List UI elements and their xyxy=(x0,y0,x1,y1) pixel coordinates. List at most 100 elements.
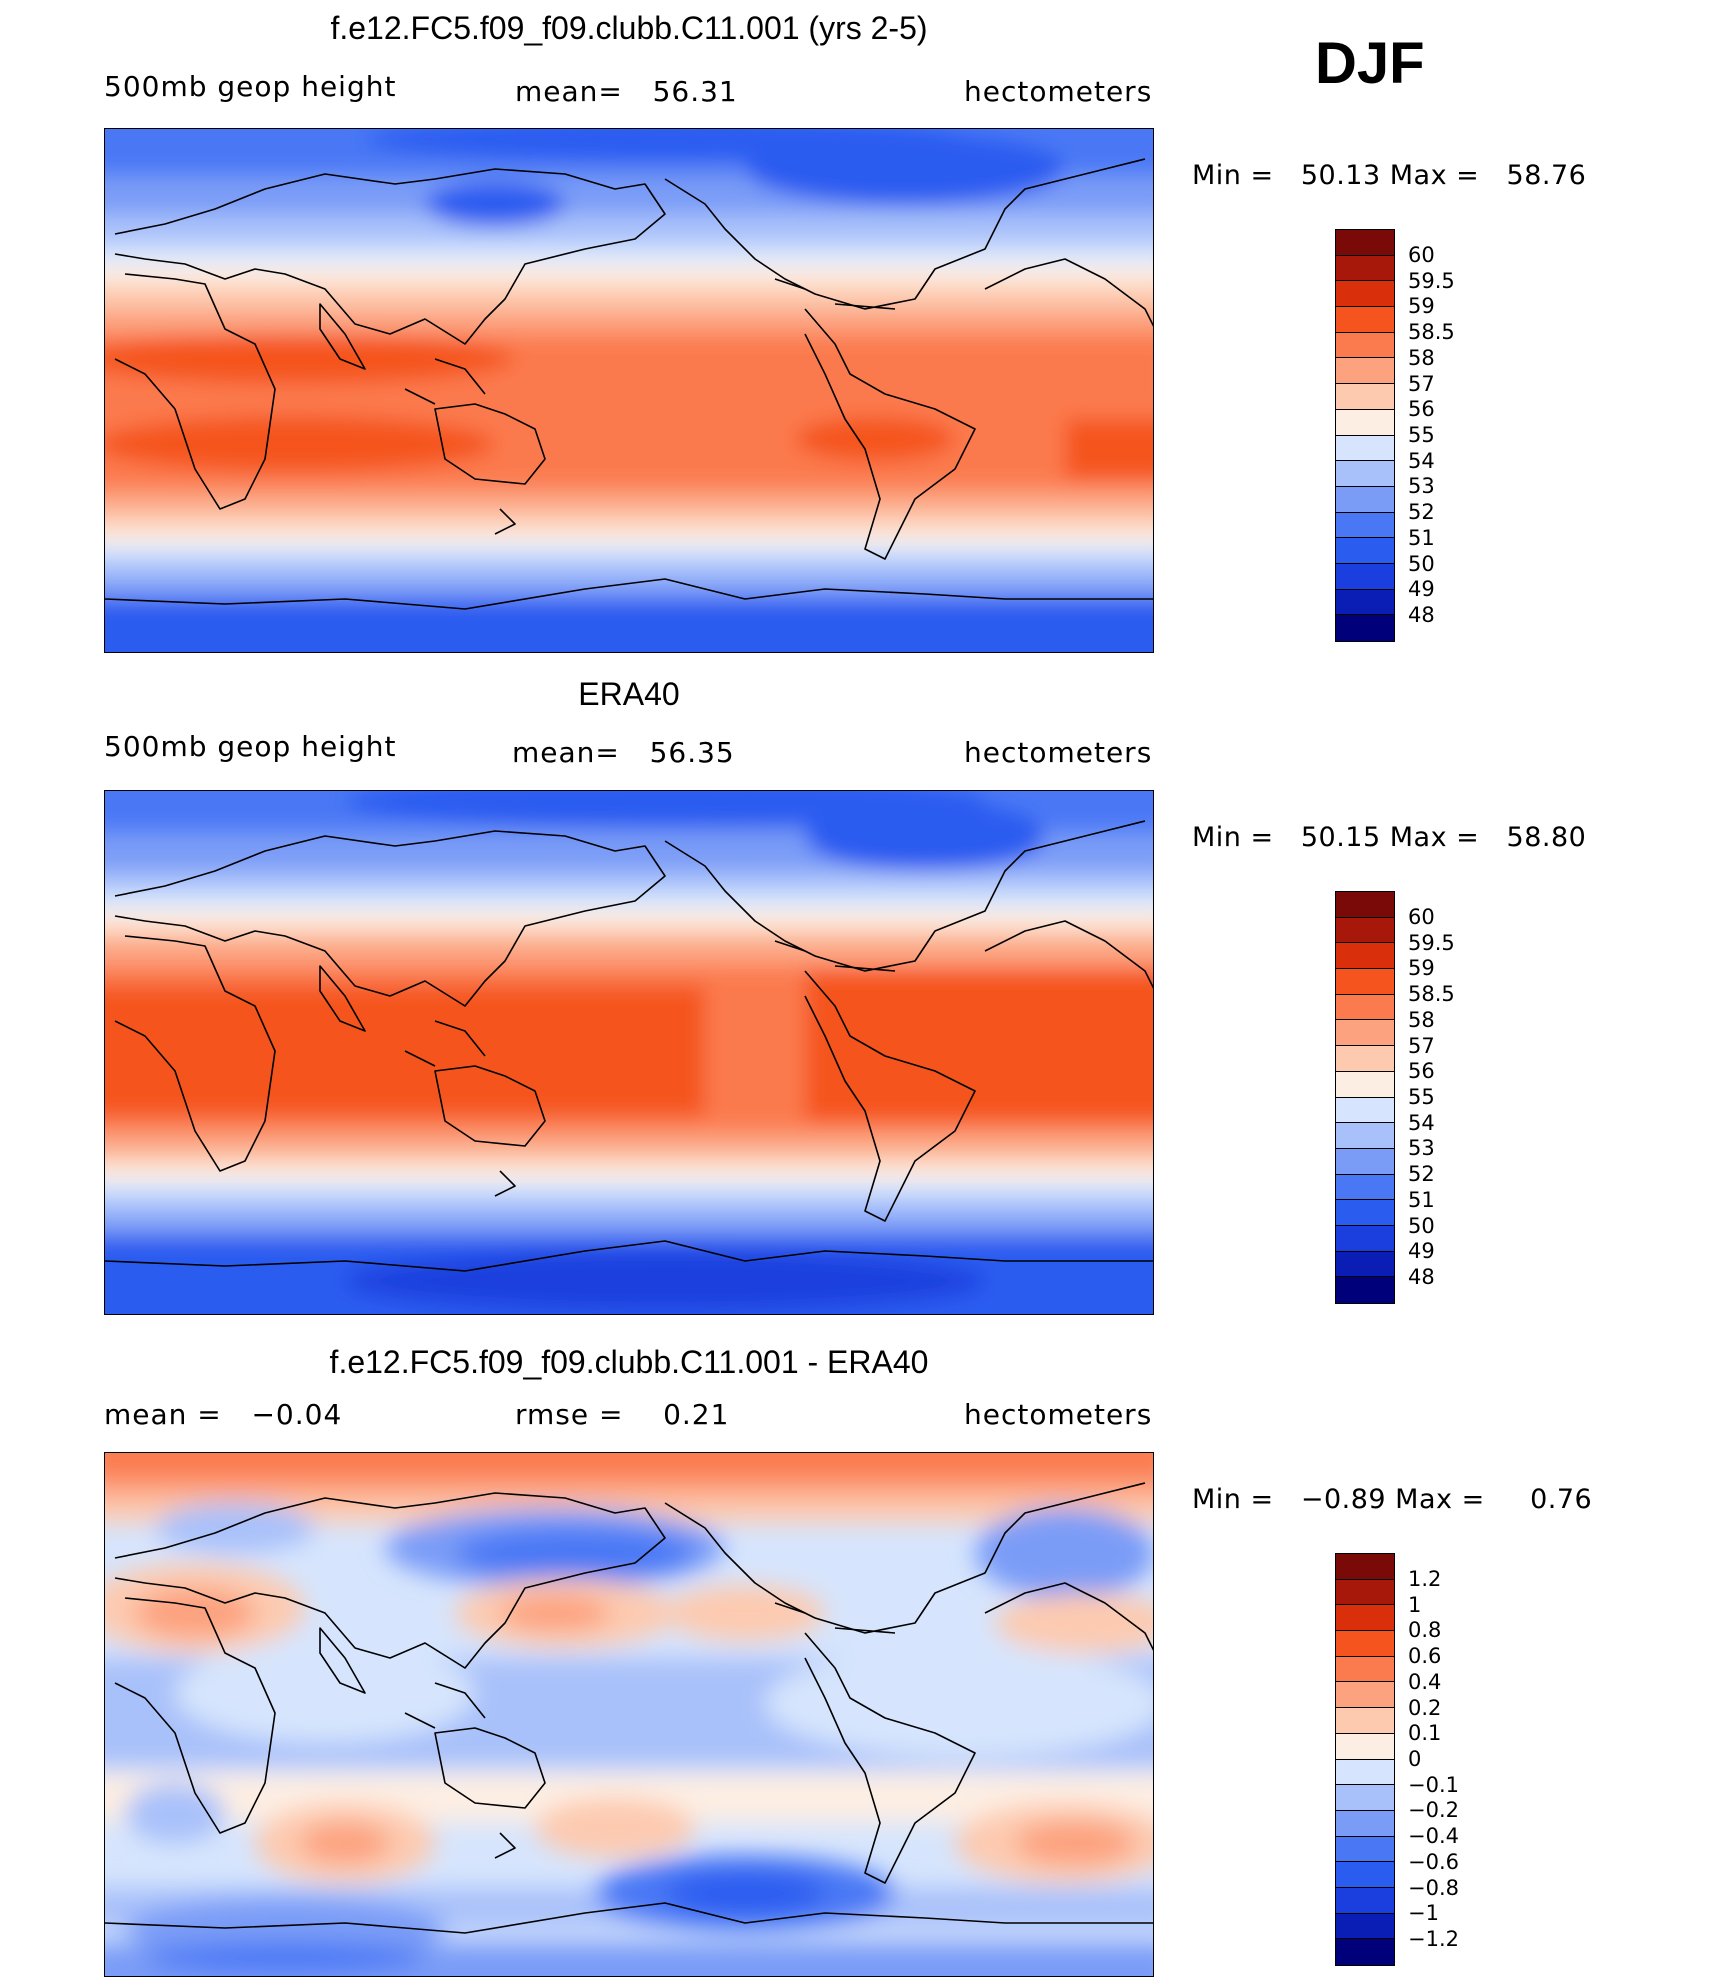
panel3-colorbar-swatch xyxy=(1336,1605,1394,1632)
panel2-colorbar-label: 51 xyxy=(1408,1188,1435,1212)
panel1-colorbar-swatch xyxy=(1336,332,1394,359)
panel2-colorbar-label: 59 xyxy=(1408,956,1435,980)
panel2-units-label: hectometers xyxy=(964,736,1153,769)
panel1-colorbar-label: 48 xyxy=(1408,603,1435,627)
panel1-colorbar-label: 59.5 xyxy=(1408,269,1455,293)
panel1-colorbar-swatch xyxy=(1336,589,1394,616)
panel3-mean-label: mean = −0.04 xyxy=(104,1398,343,1431)
panel2-colorbar-swatch xyxy=(1336,1046,1394,1072)
panel1-colorbar-swatch xyxy=(1336,307,1394,333)
panel3-colorbar-swatch xyxy=(1336,1733,1394,1760)
panel2-colorbar-swatch xyxy=(1336,1251,1394,1278)
panel3-colorbar-swatch xyxy=(1336,1759,1394,1786)
panel2-colorbar-swatch xyxy=(1336,1277,1394,1303)
panel3-colorbar-label: −0.4 xyxy=(1408,1824,1459,1848)
panel1-colorbar-label: 53 xyxy=(1408,474,1435,498)
panel3-coastlines xyxy=(105,1482,1153,1934)
panel3-units-label: hectometers xyxy=(964,1398,1153,1431)
panel1-colorbar-swatch xyxy=(1336,563,1394,590)
panel2-colorbar-swatch xyxy=(1336,1123,1394,1149)
panel2-colorbar-label: 54 xyxy=(1408,1111,1435,1135)
panel1-colorbar-label: 49 xyxy=(1408,577,1435,601)
panel2-colorbar-swatch xyxy=(1336,892,1394,918)
panel1-colorbar-label: 55 xyxy=(1408,423,1435,447)
panel1-colorbar-swatch xyxy=(1336,615,1394,641)
panel1-colorbar-swatch xyxy=(1336,255,1394,282)
panel2-colorbar-swatch xyxy=(1336,1097,1394,1124)
season-label: DJF xyxy=(1315,31,1425,96)
panel2-colorbar-label: 59.5 xyxy=(1408,931,1455,955)
panel2-colorbar-label: 57 xyxy=(1408,1034,1435,1058)
panel2-colorbar-swatch xyxy=(1336,994,1394,1021)
panel2-colorbar xyxy=(1335,891,1395,1304)
panel2-colorbar-swatch xyxy=(1336,1225,1394,1252)
panel2-colorbar-swatch xyxy=(1336,943,1394,970)
panel2-colorbar-swatch xyxy=(1336,917,1394,944)
panel1-variable-label: 500mb geop height xyxy=(104,70,397,103)
panel3-colorbar-label: 0.2 xyxy=(1408,1696,1442,1720)
panel3-colorbar-label: −0.1 xyxy=(1408,1773,1459,1797)
panel3-colorbar-label: −0.6 xyxy=(1408,1850,1459,1874)
panel2-coastlines xyxy=(105,820,1153,1272)
panel3-colorbar-swatch xyxy=(1336,1862,1394,1888)
panel3-colorbar-label: −0.8 xyxy=(1408,1876,1459,1900)
panel3-colorbar xyxy=(1335,1553,1395,1966)
panel3-colorbar-label: −1.2 xyxy=(1408,1927,1459,1951)
panel2-colorbar-label: 49 xyxy=(1408,1239,1435,1263)
panel3-colorbar-swatch xyxy=(1336,1579,1394,1606)
panel3-colorbar-swatch xyxy=(1336,1554,1394,1580)
panel2-colorbar-label: 53 xyxy=(1408,1136,1435,1160)
panel3-map xyxy=(104,1452,1154,1977)
panel2-colorbar-swatch xyxy=(1336,1071,1394,1098)
panel3-colorbar-swatch xyxy=(1336,1913,1394,1940)
panel3-min-max: Min = −0.89 Max = 0.76 xyxy=(1192,1484,1593,1515)
panel1-colorbar-label: 56 xyxy=(1408,397,1435,421)
panel1-map-svg xyxy=(105,129,1153,652)
panel1-colorbar-label: 60 xyxy=(1408,243,1435,267)
panel1-colorbar-label: 51 xyxy=(1408,526,1435,550)
panel3-colorbar-label: −1 xyxy=(1408,1901,1439,1925)
panel1-colorbar-label: 58.5 xyxy=(1408,320,1455,344)
panel1-colorbar-label: 58 xyxy=(1408,346,1435,370)
panel2-colorbar-label: 50 xyxy=(1408,1214,1435,1238)
panel3-map-svg xyxy=(105,1453,1153,1976)
panel1-units-label: hectometers xyxy=(964,75,1153,108)
panel1-colorbar-label: 59 xyxy=(1408,294,1435,318)
panel3-colorbar-label: 1.2 xyxy=(1408,1567,1442,1591)
panel2-map-svg xyxy=(105,791,1153,1314)
panel1-coastlines xyxy=(105,158,1153,610)
panel3-colorbar-swatch xyxy=(1336,1810,1394,1837)
panel3-colorbar-label: 0.4 xyxy=(1408,1670,1442,1694)
panel2-colorbar-swatch xyxy=(1336,969,1394,995)
panel2-min-max: Min = 50.15 Max = 58.80 xyxy=(1192,822,1587,853)
panel3-colorbar-swatch xyxy=(1336,1836,1394,1863)
panel1-colorbar-label: 57 xyxy=(1408,372,1435,396)
panel2-colorbar-swatch xyxy=(1336,1148,1394,1175)
panel2-colorbar-label: 55 xyxy=(1408,1085,1435,1109)
panel2-variable-label: 500mb geop height xyxy=(104,730,397,763)
panel2-map xyxy=(104,790,1154,1315)
panel3-rmse-label: rmse = 0.21 xyxy=(515,1398,730,1431)
panel2-colorbar-swatch xyxy=(1336,1200,1394,1226)
panel2-colorbar-label: 56 xyxy=(1408,1059,1435,1083)
panel2-title: ERA40 xyxy=(578,676,680,712)
panel3-colorbar-swatch xyxy=(1336,1708,1394,1734)
panel2-colorbar-swatch xyxy=(1336,1020,1394,1047)
panel3-colorbar-label: 0 xyxy=(1408,1747,1422,1771)
panel1-mean-label: mean= 56.31 xyxy=(515,75,738,108)
panel3-colorbar-label: 1 xyxy=(1408,1593,1422,1617)
panel1-colorbar-swatch xyxy=(1336,538,1394,564)
panel1-colorbar-swatch xyxy=(1336,512,1394,539)
panel1-colorbar-swatch xyxy=(1336,409,1394,436)
panel3-colorbar-swatch xyxy=(1336,1656,1394,1683)
panel1-colorbar-swatch xyxy=(1336,486,1394,513)
panel3-colorbar-swatch xyxy=(1336,1785,1394,1811)
panel2-mean-label: mean= 56.35 xyxy=(512,736,735,769)
panel3-colorbar-swatch xyxy=(1336,1682,1394,1709)
panel1-title: f.e12.FC5.f09_f09.clubb.C11.001 (yrs 2-5… xyxy=(330,10,928,46)
panel1-colorbar-swatch xyxy=(1336,384,1394,410)
panel3-title: f.e12.FC5.f09_f09.clubb.C11.001 - ERA40 xyxy=(329,1344,929,1380)
panel2-colorbar-label: 58.5 xyxy=(1408,982,1455,1006)
panel3-colorbar-swatch xyxy=(1336,1939,1394,1965)
panel2-colorbar-label: 58 xyxy=(1408,1008,1435,1032)
